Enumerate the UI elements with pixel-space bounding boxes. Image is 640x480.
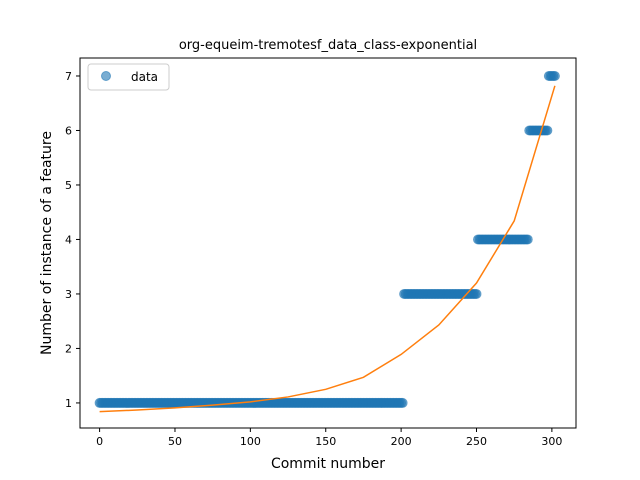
x-tick-label: 150 (315, 435, 336, 448)
x-tick-label: 0 (96, 435, 103, 448)
legend-marker-data (101, 71, 111, 81)
y-axis-label: Number of instance of a feature (39, 131, 55, 355)
data-point (549, 70, 560, 81)
y-tick-label: 5 (65, 179, 72, 192)
y-tick-label: 1 (65, 397, 72, 410)
data-point (522, 234, 533, 245)
plot-area (94, 70, 560, 413)
data-point (471, 288, 482, 299)
legend-label-data: data (131, 70, 158, 84)
y-tick-label: 6 (65, 124, 72, 137)
x-tick-label: 250 (466, 435, 487, 448)
plot-frame (79, 57, 577, 429)
legend: data (87, 63, 170, 91)
data-point (397, 397, 408, 408)
x-tick-label: 50 (168, 435, 182, 448)
y-tick-label: 3 (65, 288, 72, 301)
y-tick-label: 2 (65, 342, 72, 355)
axis-ticks: 0 50 100 150 200 250 300 1 2 3 4 5 6 7 (65, 70, 562, 448)
data-point (542, 125, 553, 136)
x-tick-label: 200 (391, 435, 412, 448)
y-tick-label: 4 (65, 233, 72, 246)
fit-line (99, 85, 556, 413)
x-tick-label: 100 (240, 435, 261, 448)
legend-box (87, 63, 170, 91)
x-axis-label: Commit number (271, 456, 385, 472)
chart-title: org-equeim-tremotesf_data_class-exponent… (179, 38, 477, 53)
y-tick-label: 7 (65, 70, 72, 83)
x-tick-label: 300 (541, 435, 562, 448)
